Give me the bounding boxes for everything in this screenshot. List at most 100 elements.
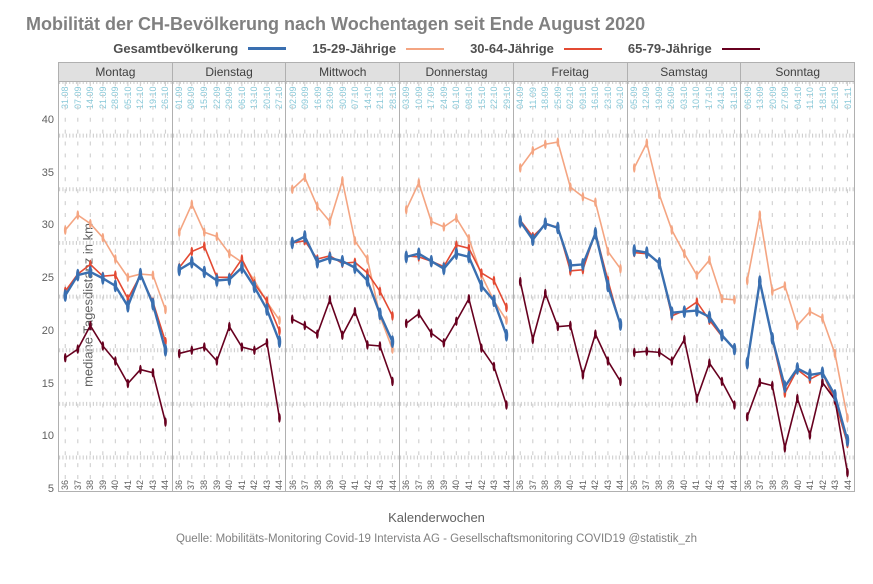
x-tick: 40 <box>565 482 575 490</box>
x-tick: 44 <box>729 482 739 490</box>
x-tick: 39 <box>325 482 335 490</box>
panel-strip: Montag <box>59 63 172 82</box>
x-tick: 41 <box>123 482 133 490</box>
facet-panel: Mittwoch02.0909.0916.0923.0930.0907.1014… <box>286 62 400 492</box>
x-ticks: 363738394041424344 <box>286 479 399 491</box>
x-axis-label: Kalenderwochen <box>18 510 855 525</box>
legend: Gesamtbevölkerung 15-29-Jährige 30-64-Jähr… <box>18 41 855 56</box>
x-tick: 43 <box>262 482 272 490</box>
x-tick: 44 <box>274 482 284 490</box>
x-tick: 37 <box>641 482 651 490</box>
caption: Quelle: Mobilitäts-Monitoring Covid-19 I… <box>18 533 855 545</box>
x-tick: 37 <box>414 482 424 490</box>
facet-panel: Freitag04.0911.0918.0925.0902.1009.1016.… <box>514 62 628 492</box>
chart-title: Mobilität der CH-Bevölkerung nach Wochen… <box>26 14 855 35</box>
y-tick: 10 <box>42 430 54 442</box>
x-tick: 39 <box>666 482 676 490</box>
legend-item: 15-29-Jährige <box>312 41 444 56</box>
x-tick: 43 <box>830 482 840 490</box>
x-tick: 36 <box>401 482 411 490</box>
x-tick: 40 <box>451 482 461 490</box>
x-tick: 38 <box>768 482 778 490</box>
legend-item: Gesamtbevölkerung <box>113 41 286 56</box>
legend-swatch <box>722 48 760 50</box>
legend-label: 15-29-Jährige <box>312 41 396 56</box>
x-tick: 36 <box>743 482 753 490</box>
x-tick: 40 <box>224 482 234 490</box>
legend-label: 30-64-Jährige <box>470 41 554 56</box>
x-tick: 42 <box>249 482 259 490</box>
x-tick: 44 <box>160 482 170 490</box>
x-tick: 39 <box>439 482 449 490</box>
x-tick: 41 <box>350 482 360 490</box>
x-tick: 44 <box>843 482 853 490</box>
x-ticks: 363738394041424344 <box>514 479 627 491</box>
panel-strip: Freitag <box>514 63 627 82</box>
x-tick: 42 <box>135 482 145 490</box>
x-tick: 39 <box>553 482 563 490</box>
plot-area: 31.0807.0914.0921.0928.0905.1012.1019.10… <box>59 82 172 479</box>
x-tick: 43 <box>148 482 158 490</box>
panel-strip: Mittwoch <box>286 63 399 82</box>
x-ticks: 363738394041424344 <box>173 479 286 491</box>
x-tick: 43 <box>375 482 385 490</box>
x-tick: 36 <box>629 482 639 490</box>
x-tick: 38 <box>85 482 95 490</box>
x-tick: 37 <box>73 482 83 490</box>
x-tick: 38 <box>313 482 323 490</box>
facet-panel: Montag31.0807.0914.0921.0928.0905.1012.1… <box>58 62 173 492</box>
x-tick: 44 <box>388 482 398 490</box>
y-tick: 30 <box>42 219 54 231</box>
x-tick: 39 <box>98 482 108 490</box>
x-tick: 40 <box>110 482 120 490</box>
legend-swatch <box>248 47 286 50</box>
x-tick: 38 <box>426 482 436 490</box>
y-tick: 35 <box>42 167 54 179</box>
x-tick: 39 <box>780 482 790 490</box>
legend-item: 30-64-Jährige <box>470 41 602 56</box>
x-tick: 38 <box>654 482 664 490</box>
plot-area: 04.0911.0918.0925.0902.1009.1016.1023.10… <box>514 82 627 479</box>
x-tick: 36 <box>288 482 298 490</box>
legend-item: 65-79-Jährige <box>628 41 760 56</box>
x-tick: 37 <box>528 482 538 490</box>
y-tick: 20 <box>42 325 54 337</box>
x-tick: 40 <box>338 482 348 490</box>
x-tick: 44 <box>502 482 512 490</box>
facet-panel: Dienstag01.0908.0915.0922.0929.0906.1013… <box>173 62 287 492</box>
x-tick: 38 <box>199 482 209 490</box>
y-axis: mediane Tagesdistanz in km 5101520253035… <box>18 86 58 524</box>
facet-panels: Montag31.0807.0914.0921.0928.0905.1012.1… <box>58 62 855 492</box>
panel-strip: Samstag <box>628 63 741 82</box>
x-tick: 38 <box>540 482 550 490</box>
x-tick: 44 <box>615 482 625 490</box>
x-tick: 42 <box>477 482 487 490</box>
x-tick: 42 <box>818 482 828 490</box>
x-tick: 41 <box>237 482 247 490</box>
facet-panel: Sonntag06.0913.0920.0927.0904.1011.1018.… <box>741 62 855 492</box>
x-tick: 41 <box>464 482 474 490</box>
x-ticks: 363738394041424344 <box>59 479 172 491</box>
x-ticks: 363738394041424344 <box>400 479 513 491</box>
panel-strip: Donnerstag <box>400 63 513 82</box>
x-tick: 41 <box>805 482 815 490</box>
plot-area: 06.0913.0920.0927.0904.1011.1018.1025.10… <box>741 82 854 479</box>
y-tick: 40 <box>42 114 54 126</box>
x-tick: 43 <box>603 482 613 490</box>
legend-label: 65-79-Jährige <box>628 41 712 56</box>
panel-strip: Sonntag <box>741 63 854 82</box>
x-tick: 43 <box>489 482 499 490</box>
legend-label: Gesamtbevölkerung <box>113 41 238 56</box>
plot-area: 02.0909.0916.0923.0930.0907.1014.1021.10… <box>286 82 399 479</box>
plot-area: 01.0908.0915.0922.0929.0906.1013.1020.10… <box>173 82 286 479</box>
x-tick: 37 <box>755 482 765 490</box>
legend-swatch <box>406 48 444 50</box>
y-tick: 5 <box>48 483 54 495</box>
facet-panel: Donnerstag03.0910.0917.0924.0901.1008.10… <box>400 62 514 492</box>
x-tick: 36 <box>60 482 70 490</box>
x-ticks: 363738394041424344 <box>628 479 741 491</box>
x-tick: 37 <box>186 482 196 490</box>
x-tick: 41 <box>578 482 588 490</box>
x-tick: 42 <box>363 482 373 490</box>
x-tick: 37 <box>300 482 310 490</box>
